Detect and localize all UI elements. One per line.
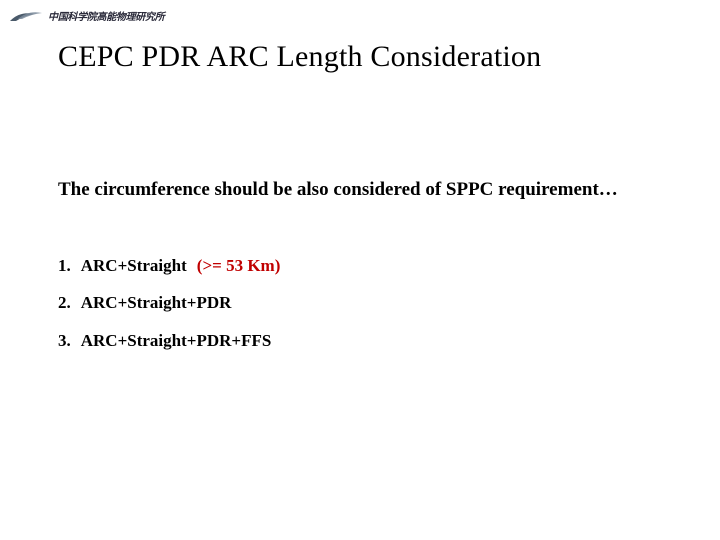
item-label: ARC+Straight+PDR <box>81 293 232 312</box>
option-list: 1. ARC+Straight (>= 53 Km) 2. ARC+Straight+… <box>58 253 680 354</box>
item-number: 1. <box>58 256 71 275</box>
item-label: ARC+Straight <box>81 256 187 275</box>
item-number: 3. <box>58 331 71 350</box>
org-name: 中国科学院高能物理研究所 <box>48 8 164 23</box>
header: 中国科学院高能物理研究所 <box>10 8 164 23</box>
item-label: ARC+Straight+PDR+FFS <box>81 331 272 350</box>
item-number: 2. <box>58 293 71 312</box>
list-item: 3. ARC+Straight+PDR+FFS <box>58 328 680 354</box>
intro-text: The circumference should be also conside… <box>58 167 680 213</box>
body-content: The circumference should be also conside… <box>58 167 680 365</box>
list-item: 2. ARC+Straight+PDR <box>58 290 680 316</box>
list-item: 1. ARC+Straight (>= 53 Km) <box>58 253 680 279</box>
org-logo-icon <box>10 9 42 23</box>
page-title: CEPC PDR ARC Length Consideration <box>58 40 541 74</box>
item-constraint: (>= 53 Km) <box>197 256 281 275</box>
